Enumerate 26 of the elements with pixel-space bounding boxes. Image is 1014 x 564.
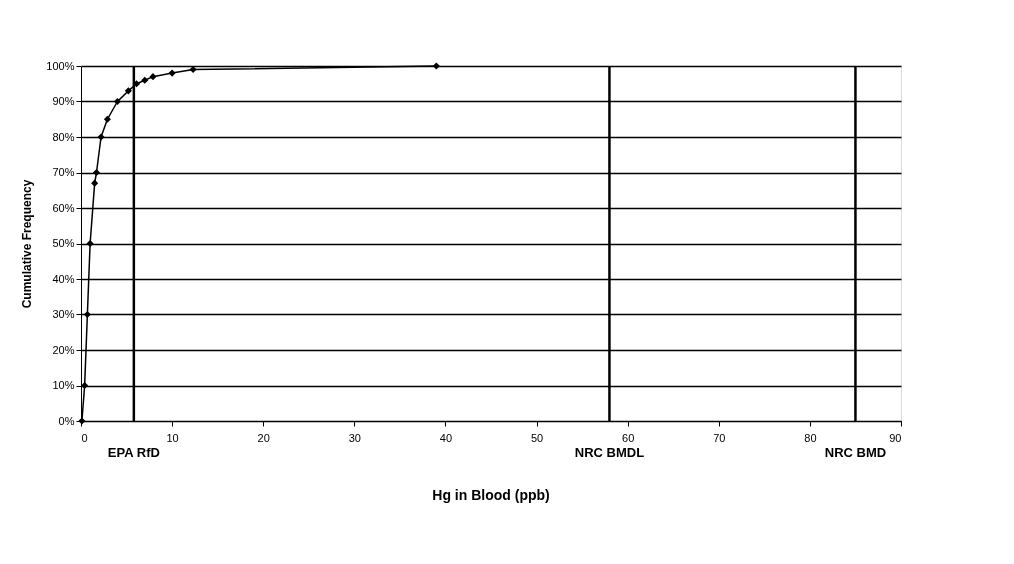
y-tick-label: 100% [46, 59, 75, 72]
y-tick-label: 40% [52, 272, 75, 285]
ref-line-label: NRC BMD [824, 445, 887, 460]
ref-line-label: EPA RfD [107, 445, 160, 460]
y-tick-label: 30% [52, 308, 75, 320]
ref-line-label: NRC BMDL [574, 445, 645, 460]
x-tick-label: 60 [622, 431, 635, 444]
x-tick-label: 90 [889, 431, 902, 444]
x-tick-label: 50 [530, 431, 544, 444]
y-tick-label: 70% [52, 166, 75, 178]
x-tick-label: 0 [81, 431, 88, 444]
y-tick-label: 10% [52, 379, 75, 391]
y-tick-label: 60% [52, 201, 75, 214]
y-tick-label: 0% [58, 414, 75, 427]
x-tick-label: 20 [257, 431, 270, 444]
y-axis-title: Cumulative Frequency [20, 179, 35, 309]
x-axis-title: Hg in Blood (ppb) [432, 487, 550, 503]
y-tick-label: 50% [52, 237, 75, 249]
y-tick-label: 90% [52, 95, 75, 107]
x-tick-label: 10 [166, 431, 179, 444]
x-tick-label: 30 [348, 431, 361, 444]
x-tick-label: 70 [713, 431, 726, 444]
y-tick-label: 80% [52, 130, 75, 143]
y-tick-label: 20% [52, 343, 75, 356]
x-tick-label: 40 [439, 431, 453, 444]
x-tick-label: 80 [804, 431, 817, 444]
